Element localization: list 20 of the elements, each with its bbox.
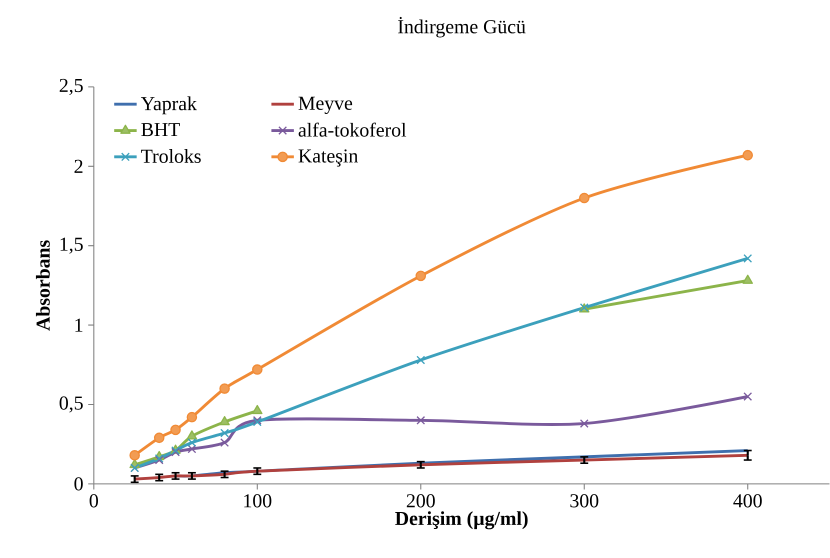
x-tick-label: 400 (733, 494, 762, 508)
x-tick-label: 200 (406, 494, 435, 508)
y-tick-label: 2 (74, 160, 82, 173)
y-tick-label: 1,5 (60, 238, 83, 254)
legend-label: Meyve (298, 96, 352, 114)
y-tick-label: 0,5 (60, 396, 83, 413)
y-tick-label: 2,5 (60, 78, 83, 95)
legend-label: alfa-tokoferol (298, 122, 406, 137)
legend-label: Yaprak (140, 96, 197, 114)
x-tick-label: 300 (570, 494, 598, 508)
y-tick-label: 0 (74, 477, 83, 491)
legend-label: Troloks (141, 149, 201, 163)
y-tick-label: 1 (75, 318, 82, 332)
y-axis-title: Absorbans (36, 240, 50, 331)
legend-label: BHT (141, 123, 180, 136)
chart-title: İndirgeme Gücü (398, 16, 526, 38)
x-tick-label: 100 (244, 494, 272, 508)
x-axis-title: Derişim (µg/ml) (395, 511, 528, 530)
x-tick-label: 0 (90, 494, 98, 508)
legend-label: Kateşin (298, 149, 358, 167)
